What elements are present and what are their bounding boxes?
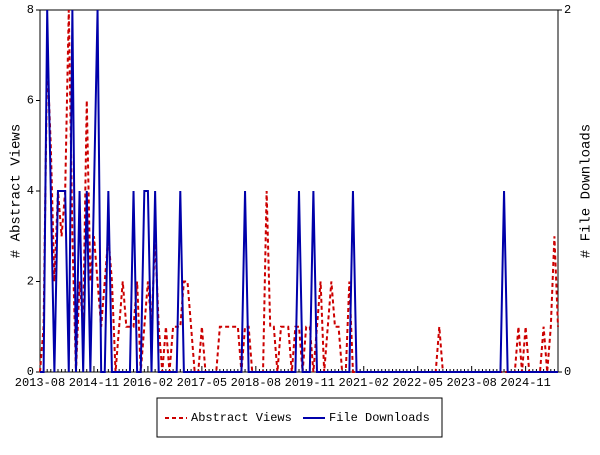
x-tick-label: 2013-08 xyxy=(15,376,65,390)
y2-tick-label: 2 xyxy=(564,3,571,17)
legend xyxy=(156,397,443,438)
legend-label: File Downloads xyxy=(329,411,430,425)
y-tick-label: 0 xyxy=(27,365,34,379)
x-tick-label: 2024-11 xyxy=(500,376,550,390)
y-tick-label: 6 xyxy=(27,94,34,108)
y-tick-label: 2 xyxy=(27,275,34,289)
y-axis-label: # Abstract Views xyxy=(9,124,25,258)
y-tick-label: 4 xyxy=(27,184,34,198)
x-tick-label: 2023-08 xyxy=(446,376,496,390)
x-tick-label: 2016-02 xyxy=(123,376,173,390)
y-tick-label: 8 xyxy=(27,3,34,17)
y2-tick-label: 0 xyxy=(564,365,571,379)
line-series xyxy=(40,9,558,373)
x-tick-label: 2022-05 xyxy=(392,376,442,390)
x-tick-label: 2017-05 xyxy=(177,376,227,390)
x-tick-label: 2019-11 xyxy=(285,376,335,390)
y2-axis-label: # File Downloads xyxy=(579,124,595,258)
x-tick-label: 2014-11 xyxy=(69,376,119,390)
x-tick-label: 2021-02 xyxy=(339,376,389,390)
x-tick-label: 2018-08 xyxy=(231,376,281,390)
legend-label: Abstract Views xyxy=(191,411,292,425)
